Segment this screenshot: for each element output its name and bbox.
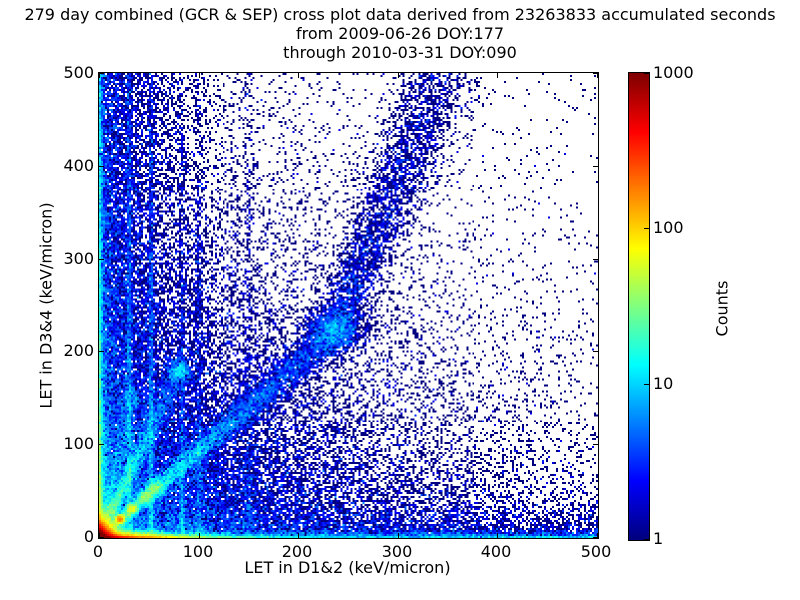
tick-mark: [99, 444, 104, 445]
colorbar-tick-label: 1000: [653, 63, 694, 82]
colorbar-tick-label: 10: [653, 374, 674, 393]
tick-mark: [497, 533, 498, 538]
tick-mark: [593, 73, 598, 74]
x-tick-label: 500: [580, 542, 612, 561]
y-axis-label: LET in D3&4 (keV/micron): [36, 202, 56, 409]
tick-mark: [99, 259, 104, 260]
tick-mark: [398, 533, 399, 538]
tick-mark: [593, 537, 598, 538]
tick-mark: [99, 166, 104, 167]
plot-area: [98, 72, 599, 539]
tick-mark: [593, 259, 598, 260]
y-tick-label: 100: [63, 434, 94, 453]
tick-mark: [99, 537, 104, 538]
density-heatmap-canvas: [99, 73, 598, 538]
tick-mark: [593, 444, 598, 445]
y-tick-label: 500: [63, 63, 94, 82]
tick-mark: [597, 533, 598, 538]
tick-mark: [99, 533, 100, 538]
y-tick-label: 200: [63, 341, 94, 360]
y-tick-label: 300: [63, 249, 94, 268]
colorbar: [628, 72, 650, 541]
colorbar-tick-label: 100: [653, 218, 684, 237]
tick-mark: [593, 166, 598, 167]
tick-mark: [398, 73, 399, 78]
tick-mark: [497, 73, 498, 78]
title-line-1: 279 day combined (GCR & SEP) cross plot …: [24, 5, 776, 24]
title-line-3: through 2010-03-31 DOY:090: [283, 43, 517, 62]
x-tick-label: 0: [92, 542, 104, 561]
colorbar-tick-mark: [644, 384, 649, 385]
y-tick-label: 400: [63, 156, 94, 175]
x-tick-label: 400: [480, 542, 512, 561]
colorbar-tick-label: 1: [653, 529, 664, 548]
tick-mark: [199, 533, 200, 538]
y-tick-label: 0: [83, 527, 94, 546]
title-block: 279 day combined (GCR & SEP) cross plot …: [0, 5, 800, 62]
title-line-2: from 2009-06-26 DOY:177: [295, 24, 504, 43]
x-tick-label: 100: [182, 542, 214, 561]
tick-mark: [99, 73, 100, 78]
tick-mark: [99, 73, 104, 74]
tick-mark: [298, 73, 299, 78]
x-tick-label: 300: [381, 542, 413, 561]
tick-mark: [597, 73, 598, 78]
colorbar-tick-mark: [644, 228, 649, 229]
x-tick-label: 200: [281, 542, 313, 561]
colorbar-tick-mark: [644, 539, 649, 540]
tick-mark: [99, 351, 104, 352]
colorbar-gradient-canvas: [629, 73, 649, 540]
colorbar-title: Counts: [712, 280, 732, 337]
tick-mark: [593, 351, 598, 352]
tick-mark: [298, 533, 299, 538]
colorbar-tick-mark: [644, 73, 649, 74]
x-axis-label: LET in D1&2 (keV/micron): [244, 558, 451, 577]
tick-mark: [199, 73, 200, 78]
